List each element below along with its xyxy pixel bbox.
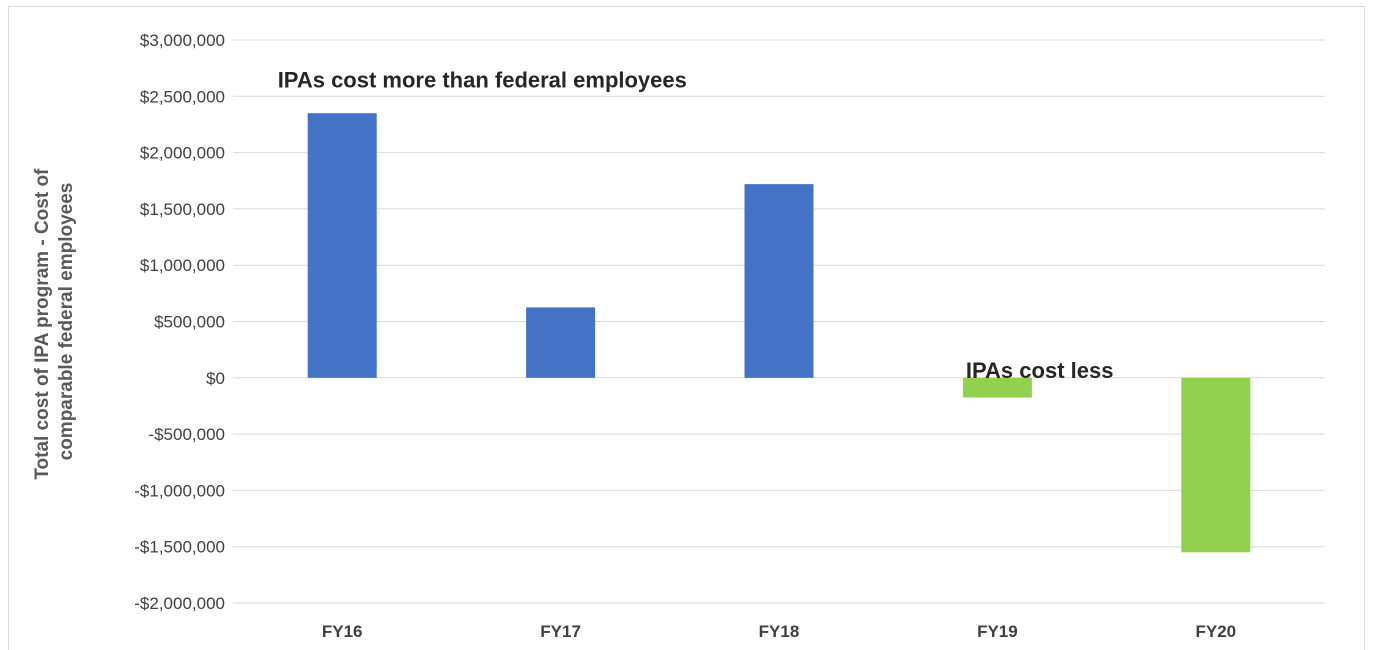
x-tick-label: FY19 — [977, 622, 1018, 641]
bar-fy16 — [307, 113, 377, 378]
y-tick-label: -$1,000,000 — [134, 481, 225, 500]
bar-fy18 — [744, 184, 814, 378]
y-tick-label: $0 — [206, 369, 225, 388]
x-tick-labels: FY16 FY17 FY18 FY19 FY20 — [322, 622, 1236, 641]
y-tick-label: $2,000,000 — [140, 144, 225, 163]
y-axis-label-line-2: comparable federal employees — [56, 183, 77, 461]
annotations: IPAs cost more than federal employees IPA… — [278, 67, 1114, 383]
annotation: IPAs cost more than federal employees — [278, 67, 687, 92]
chart-frame — [8, 6, 1365, 650]
y-tick-labels: $3,000,000 $2,500,000 $2,000,000 $1,500,000… — [134, 31, 225, 613]
x-tick-label: FY18 — [759, 622, 800, 641]
y-tick-label: $500,000 — [154, 313, 225, 332]
bar-fy20 — [1181, 377, 1251, 553]
x-tick-label: FY20 — [1195, 622, 1236, 641]
y-axis-label-line-1: Total cost of IPA program - Cost of — [32, 168, 53, 480]
y-tick-label: $2,500,000 — [140, 87, 225, 106]
y-tick-label: -$500,000 — [148, 425, 225, 444]
y-axis-label: Total cost of IPA program - Cost of comp… — [32, 163, 77, 479]
y-tick-label: $3,000,000 — [140, 31, 225, 50]
bar-fy19 — [962, 377, 1032, 398]
bars — [307, 113, 1251, 553]
y-tick-label: -$2,000,000 — [134, 594, 225, 613]
bar-fy17 — [526, 307, 596, 378]
y-tick-label: $1,000,000 — [140, 256, 225, 275]
y-tick-label: $1,500,000 — [140, 200, 225, 219]
x-tick-label: FY16 — [322, 622, 363, 641]
y-tick-label: -$1,500,000 — [134, 538, 225, 557]
x-tick-label: FY17 — [540, 622, 581, 641]
annotation: IPAs cost less — [966, 358, 1114, 383]
